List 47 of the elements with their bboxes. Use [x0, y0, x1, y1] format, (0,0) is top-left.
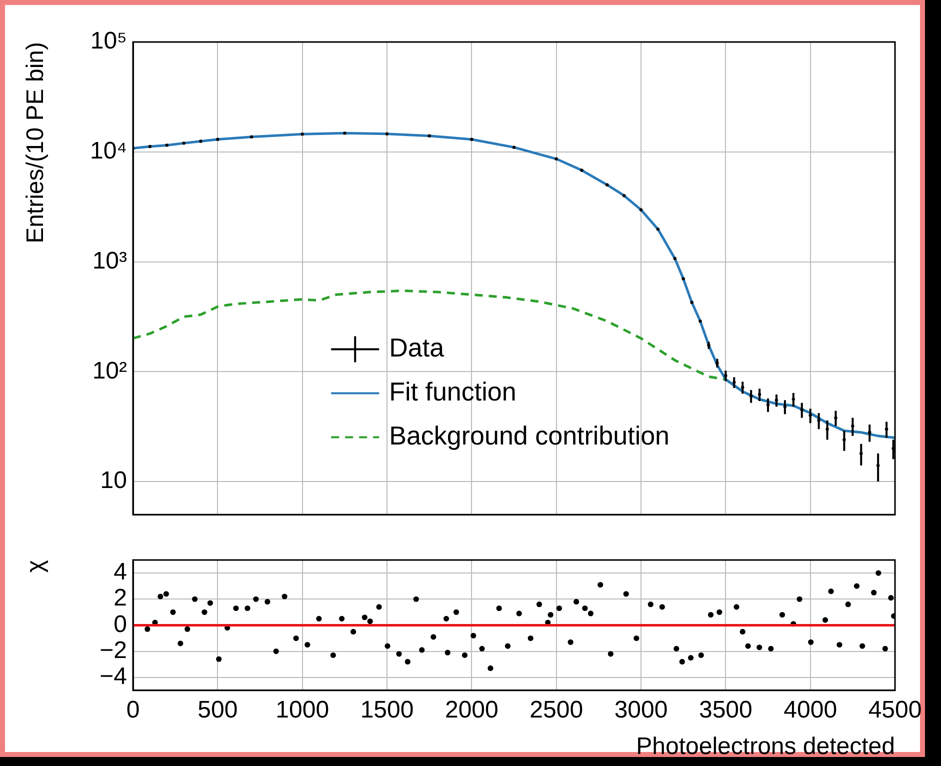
y-tick-label: −2 [100, 636, 127, 664]
x-tick-label: 4000 [784, 696, 838, 724]
point [216, 138, 220, 141]
point [698, 320, 702, 323]
x-tick-label: 1000 [276, 696, 330, 724]
x-axis-title: Photoelectrons detected [636, 733, 895, 760]
y-tick-label: 10² [92, 357, 128, 384]
point [470, 138, 474, 141]
y-tick-label: 0 [114, 610, 127, 638]
x-tick-label: 2500 [530, 696, 584, 724]
point [428, 134, 431, 138]
point [580, 168, 584, 172]
legend-label: Fit function [389, 376, 516, 406]
point [639, 208, 643, 212]
y-tick-label: 10 [100, 467, 127, 494]
x-tick-label: 3000 [614, 696, 668, 724]
x-tick-label: 500 [198, 696, 238, 724]
point [343, 132, 346, 135]
point [554, 157, 558, 161]
point [690, 300, 694, 304]
y-tick-label: 10⁵ [90, 28, 127, 55]
point [512, 146, 516, 149]
y-axis-title: χ [22, 560, 50, 573]
x-tick-label: 1500 [360, 696, 414, 724]
point [656, 228, 660, 231]
y-tick-label: −4 [100, 662, 127, 690]
legend-label: Background contribution [389, 420, 670, 450]
y-tick-label: 10³ [92, 247, 128, 274]
point [673, 256, 676, 260]
point [182, 142, 186, 145]
x-tick-label: 3500 [698, 696, 752, 724]
point [606, 183, 609, 186]
point [300, 132, 304, 136]
legend-label: Data [389, 332, 445, 362]
x-tick-label: 4500 [868, 696, 922, 724]
point [622, 194, 626, 198]
y-tick-label: 2 [114, 584, 127, 612]
x-tick-label: 2000 [444, 696, 498, 724]
point [682, 277, 685, 280]
y-tick-label: 10⁴ [90, 138, 127, 165]
y-axis-title: Entries/(10 PE bin) [22, 42, 50, 244]
point [148, 144, 152, 148]
point [165, 144, 168, 147]
point [250, 135, 254, 138]
point [199, 140, 202, 143]
y-tick-label: 4 [114, 558, 127, 586]
point [385, 132, 389, 136]
